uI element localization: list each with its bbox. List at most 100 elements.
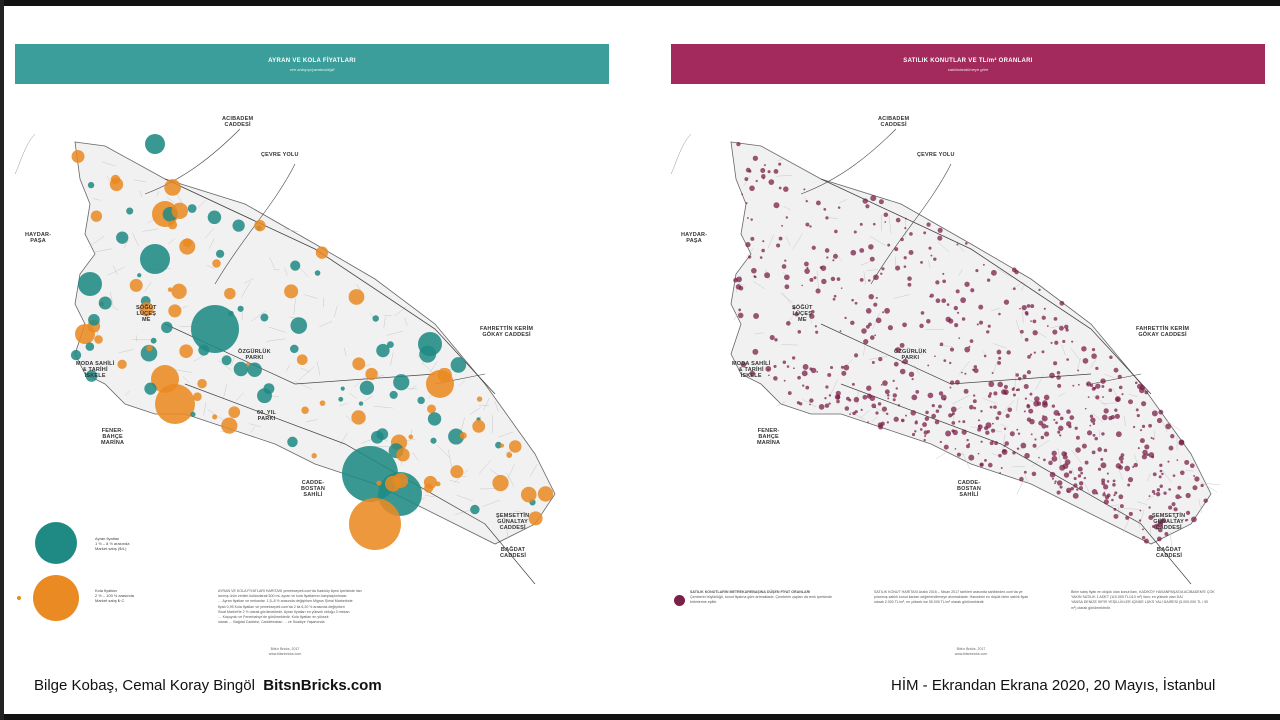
listing-dot	[1159, 484, 1163, 488]
price-bubble	[408, 434, 414, 440]
listing-dot	[1127, 483, 1131, 487]
street	[863, 270, 866, 285]
listing-dot	[1139, 438, 1145, 444]
listing-dot	[900, 237, 904, 242]
listing-dot	[1002, 449, 1006, 453]
listing-dot	[1168, 505, 1173, 510]
listing-dot	[878, 199, 884, 205]
listing-dot	[928, 246, 932, 250]
listing-dot	[887, 325, 893, 331]
listing-dot	[1092, 433, 1096, 437]
listing-dot	[908, 250, 914, 255]
listing-dot	[968, 454, 975, 461]
price-bubble	[393, 374, 410, 391]
listing-dot	[803, 188, 806, 191]
listing-dot	[970, 288, 975, 293]
listing-dot	[1106, 480, 1110, 483]
listing-dot	[860, 408, 863, 411]
listing-dot	[1127, 477, 1134, 483]
listing-dot	[1152, 472, 1157, 477]
listing-dot	[1155, 491, 1161, 497]
label-haydarpasa-2: PAŞA	[686, 238, 702, 244]
listing-dot	[964, 372, 967, 375]
label-sogutlucesme-3: ME	[797, 317, 807, 323]
listing-dot	[997, 360, 1002, 365]
street	[861, 409, 870, 418]
listing-dot	[1095, 366, 1099, 371]
legend-konut-text-1: Çemberin büyüklüğü, konut fiyatına göre …	[690, 595, 833, 600]
footer-site-link[interactable]: BitsnBricks.com	[263, 677, 382, 694]
price-bubble	[117, 359, 127, 369]
listing-dot	[989, 405, 993, 409]
street	[348, 392, 357, 399]
listing-dot	[976, 323, 979, 326]
listing-dot	[1089, 414, 1094, 418]
listing-dot	[750, 236, 755, 241]
label-caddebostan-2: BOSTAN	[957, 486, 982, 492]
listing-dot	[1054, 480, 1057, 483]
listing-dot	[1142, 535, 1146, 540]
street	[223, 384, 228, 399]
listing-dot	[1115, 397, 1120, 402]
listing-dot	[1168, 488, 1171, 491]
street	[339, 402, 348, 407]
price-bubble	[139, 302, 154, 317]
street	[175, 369, 192, 373]
street	[958, 360, 970, 375]
listing-dot	[1148, 423, 1152, 428]
listing-dot	[1041, 415, 1048, 422]
listing-dot	[797, 330, 802, 334]
street	[249, 423, 261, 428]
listing-dot	[1100, 462, 1107, 469]
listing-dot	[1062, 339, 1066, 344]
listing-dot	[991, 422, 994, 425]
listing-dot	[859, 222, 863, 226]
listing-dot	[844, 406, 850, 411]
label-acibadem-1: ACIBADEM	[222, 116, 254, 122]
listing-dot	[1133, 462, 1138, 468]
price-bubble	[427, 404, 436, 414]
price-bubble	[151, 365, 179, 393]
listing-dot	[1036, 401, 1042, 406]
listing-dot	[825, 385, 829, 389]
street	[1106, 504, 1119, 507]
street	[802, 399, 817, 408]
street	[1200, 481, 1218, 493]
listing-dot	[1071, 340, 1074, 343]
street	[383, 314, 392, 317]
listing-dot	[1012, 393, 1016, 397]
street	[777, 158, 784, 162]
listing-dot	[1073, 476, 1077, 481]
listing-dot	[1038, 420, 1044, 426]
listing-dot	[859, 248, 865, 253]
listing-dot	[862, 394, 868, 400]
listing-dot	[1031, 471, 1037, 477]
label-sogutlucesme-1: SÖĞÜT	[136, 305, 157, 311]
street	[754, 332, 764, 335]
listing-dot	[996, 349, 1002, 355]
listing-dot	[887, 243, 891, 247]
listing-dot	[1051, 450, 1057, 456]
listing-dot	[1051, 404, 1056, 408]
listing-dot	[1153, 492, 1156, 495]
listing-dot	[824, 397, 827, 400]
listing-dot	[942, 279, 946, 284]
price-bubble	[179, 344, 193, 359]
listing-dot	[1072, 384, 1075, 387]
street	[139, 190, 143, 198]
street	[293, 298, 296, 315]
listing-dot	[1082, 358, 1089, 364]
listing-dot	[861, 328, 867, 334]
listing-dot	[1019, 476, 1024, 482]
listing-dot	[939, 342, 944, 347]
legend-kola-1: Kola fiyatları	[95, 588, 118, 593]
listing-dot	[961, 317, 966, 321]
listing-dot	[781, 264, 787, 269]
price-bubble	[314, 270, 321, 276]
ayran-kola-description: AYRAN VE KOLA FİYATLARI HARİTASI yemekse…	[218, 589, 598, 625]
listing-dot	[1108, 415, 1113, 421]
listing-dot	[787, 391, 792, 395]
listing-dot	[985, 422, 992, 429]
listing-dot	[783, 186, 789, 192]
listing-dot	[1100, 457, 1104, 461]
